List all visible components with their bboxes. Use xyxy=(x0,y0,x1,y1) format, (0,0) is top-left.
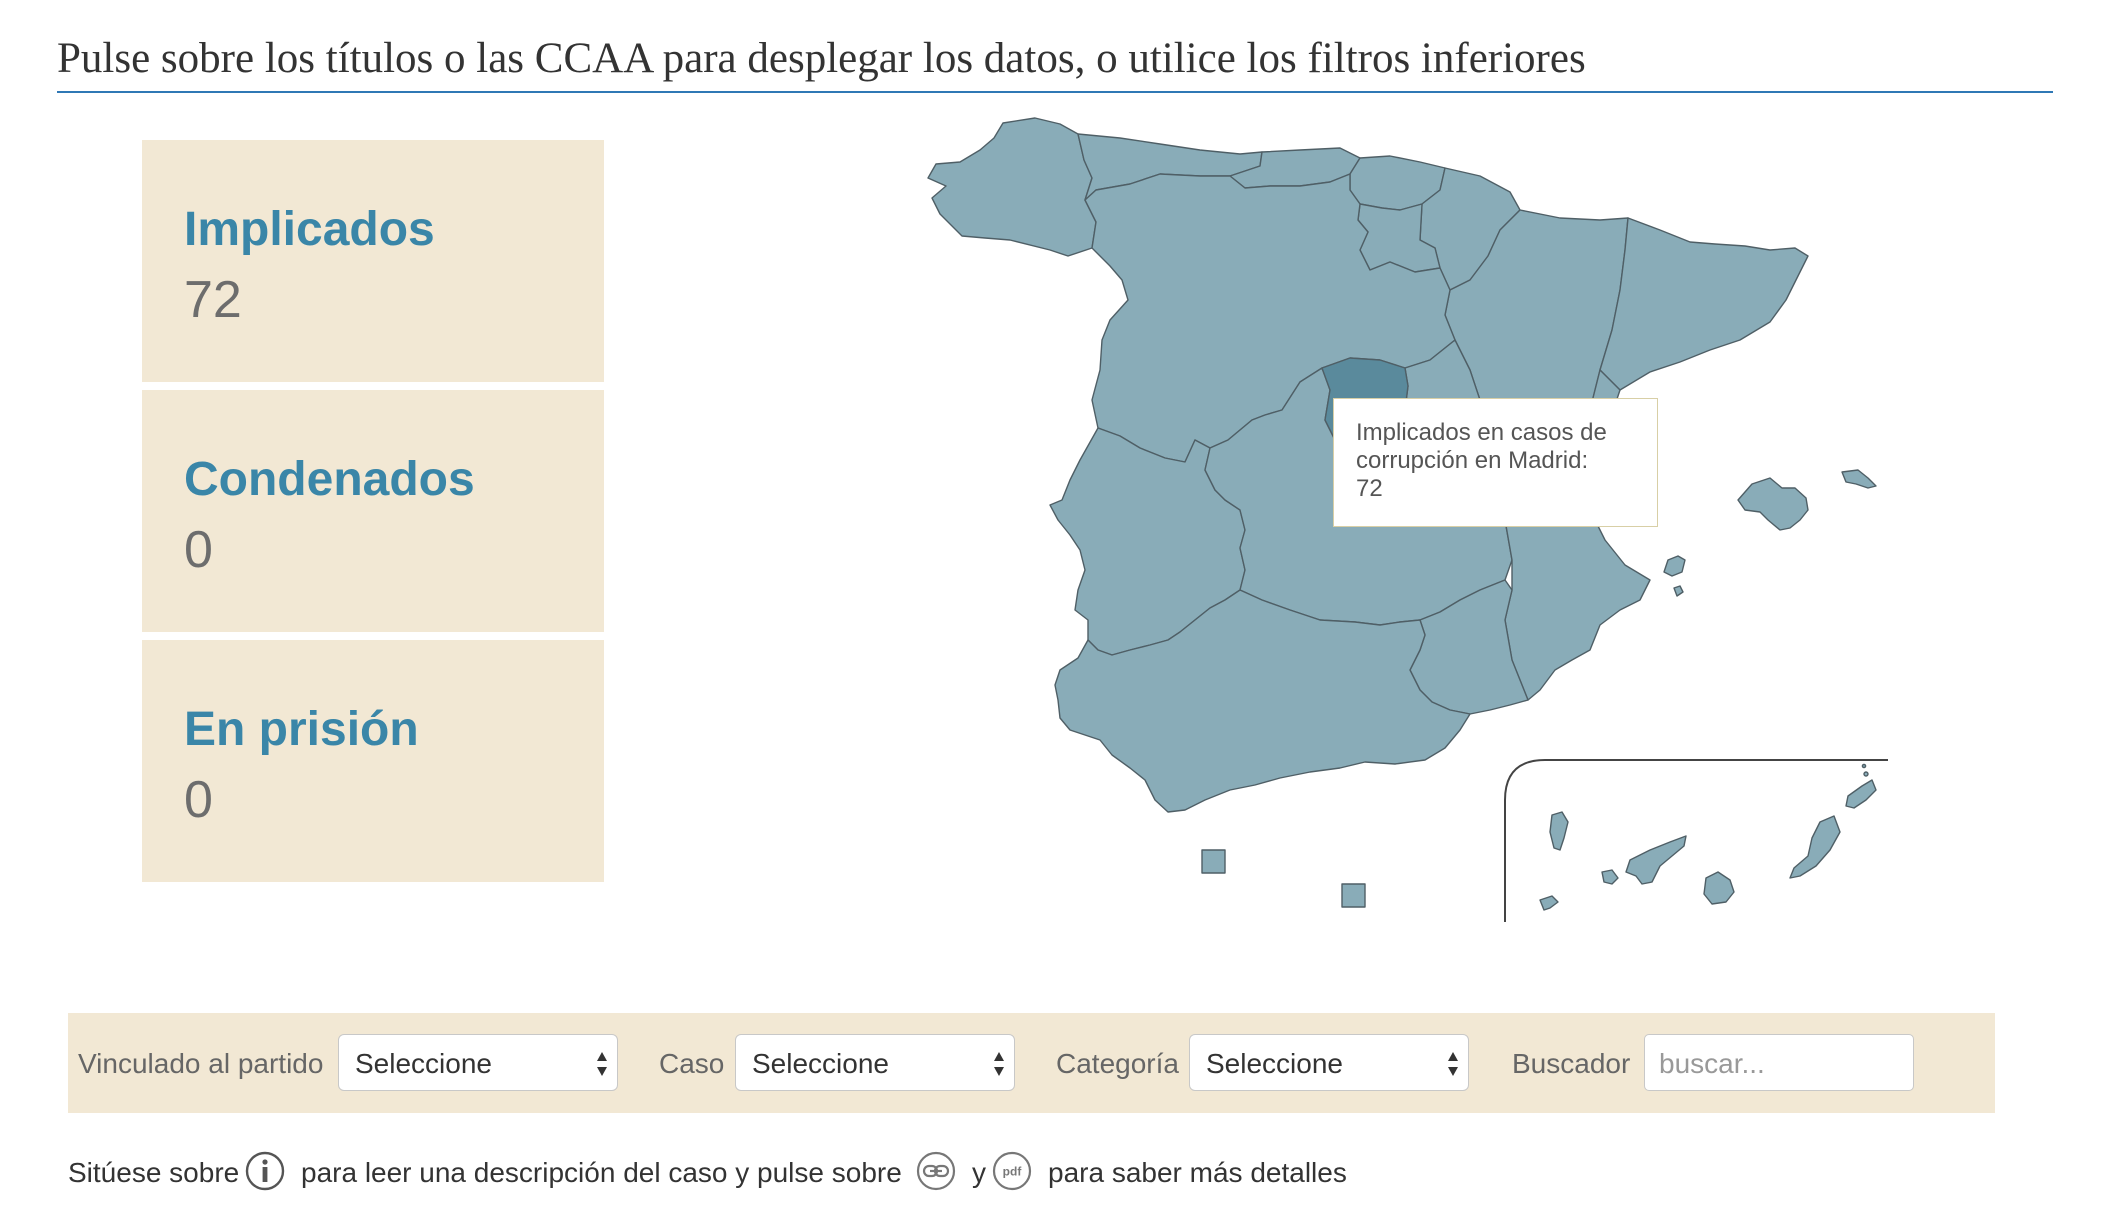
region-canarias-lanzarote[interactable] xyxy=(1845,779,1877,809)
stat-condenados-value: 0 xyxy=(184,521,213,579)
info-icon xyxy=(245,1151,285,1191)
region-baleares-ibiza[interactable] xyxy=(1663,555,1686,577)
footer-text-4: para saber más detalles xyxy=(1048,1157,1347,1188)
partido-label: Vinculado al partido xyxy=(78,1048,324,1079)
filter-bar: Vinculado al partido Seleccione Caso Sel… xyxy=(68,1013,1995,1113)
region-cataluna[interactable] xyxy=(1599,217,1809,391)
buscador-label: Buscador xyxy=(1512,1048,1631,1079)
pdf-icon-text: pdf xyxy=(1003,1165,1023,1179)
select-arrows-icon xyxy=(994,1052,1004,1076)
region-ceuta[interactable] xyxy=(1201,849,1226,874)
stat-en-prision-label: En prisión xyxy=(184,703,419,756)
select-arrows-icon xyxy=(597,1052,607,1076)
region-canarias-la-gomera[interactable] xyxy=(1601,869,1619,885)
categoria-select[interactable]: Seleccione xyxy=(1189,1034,1469,1091)
stat-condenados-label: Condenados xyxy=(184,453,475,506)
caso-label: Caso xyxy=(659,1048,725,1079)
region-canarias-fuerteventura[interactable] xyxy=(1789,815,1841,879)
link-icon xyxy=(916,1151,956,1191)
footer-text-1: Sitúese sobre xyxy=(68,1157,240,1188)
stat-implicados-label: Implicados xyxy=(184,203,435,256)
region-canarias-el-hierro[interactable] xyxy=(1539,895,1559,911)
stat-implicados[interactable]: Implicados 72 xyxy=(142,140,604,382)
categoria-select-value: Seleccione xyxy=(1206,1048,1343,1079)
stat-implicados-value: 72 xyxy=(184,271,242,329)
region-canarias-la-palma[interactable] xyxy=(1549,811,1569,851)
tooltip-line3: 72 xyxy=(1356,475,1383,502)
region-melilla[interactable] xyxy=(1341,883,1366,908)
map-tooltip: Implicados en casos de corrupción en Mad… xyxy=(1333,398,1658,527)
footer-text-3: y xyxy=(972,1157,986,1188)
stat-en-prision-value: 0 xyxy=(184,771,213,829)
region-canarias-islet-2 xyxy=(1861,763,1867,769)
region-baleares-formentera[interactable] xyxy=(1673,585,1684,597)
partido-select[interactable]: Seleccione xyxy=(338,1034,618,1091)
region-andalucia[interactable] xyxy=(1054,589,1471,813)
region-galicia[interactable] xyxy=(927,117,1097,257)
stat-condenados[interactable]: Condenados 0 xyxy=(142,390,604,632)
footer-text-2: para leer una descripción del caso y pul… xyxy=(301,1157,902,1188)
select-arrows-icon xyxy=(1448,1052,1458,1076)
tooltip-line2: corrupción en Madrid: xyxy=(1356,447,1589,474)
region-baleares-menorca[interactable] xyxy=(1841,469,1877,489)
search-placeholder: buscar... xyxy=(1659,1048,1765,1079)
caso-select-value: Seleccione xyxy=(752,1048,889,1079)
region-canarias-tenerife[interactable] xyxy=(1625,835,1687,885)
page-heading: Pulse sobre los títulos o las CCAA para … xyxy=(57,34,2053,93)
stat-en-prision[interactable]: En prisión 0 xyxy=(142,640,604,882)
region-canarias-islet xyxy=(1863,771,1869,777)
search-input[interactable]: buscar... xyxy=(1644,1034,1914,1091)
categoria-label: Categoría xyxy=(1056,1048,1179,1079)
region-baleares-mallorca[interactable] xyxy=(1737,477,1809,531)
partido-select-value: Seleccione xyxy=(355,1048,492,1079)
canarias-inset-frame xyxy=(1504,759,1888,922)
pdf-icon: pdf xyxy=(992,1151,1032,1191)
tooltip-line1: Implicados en casos de xyxy=(1356,419,1607,446)
region-canarias-gran-canaria[interactable] xyxy=(1703,871,1735,905)
caso-select[interactable]: Seleccione xyxy=(735,1034,1015,1091)
